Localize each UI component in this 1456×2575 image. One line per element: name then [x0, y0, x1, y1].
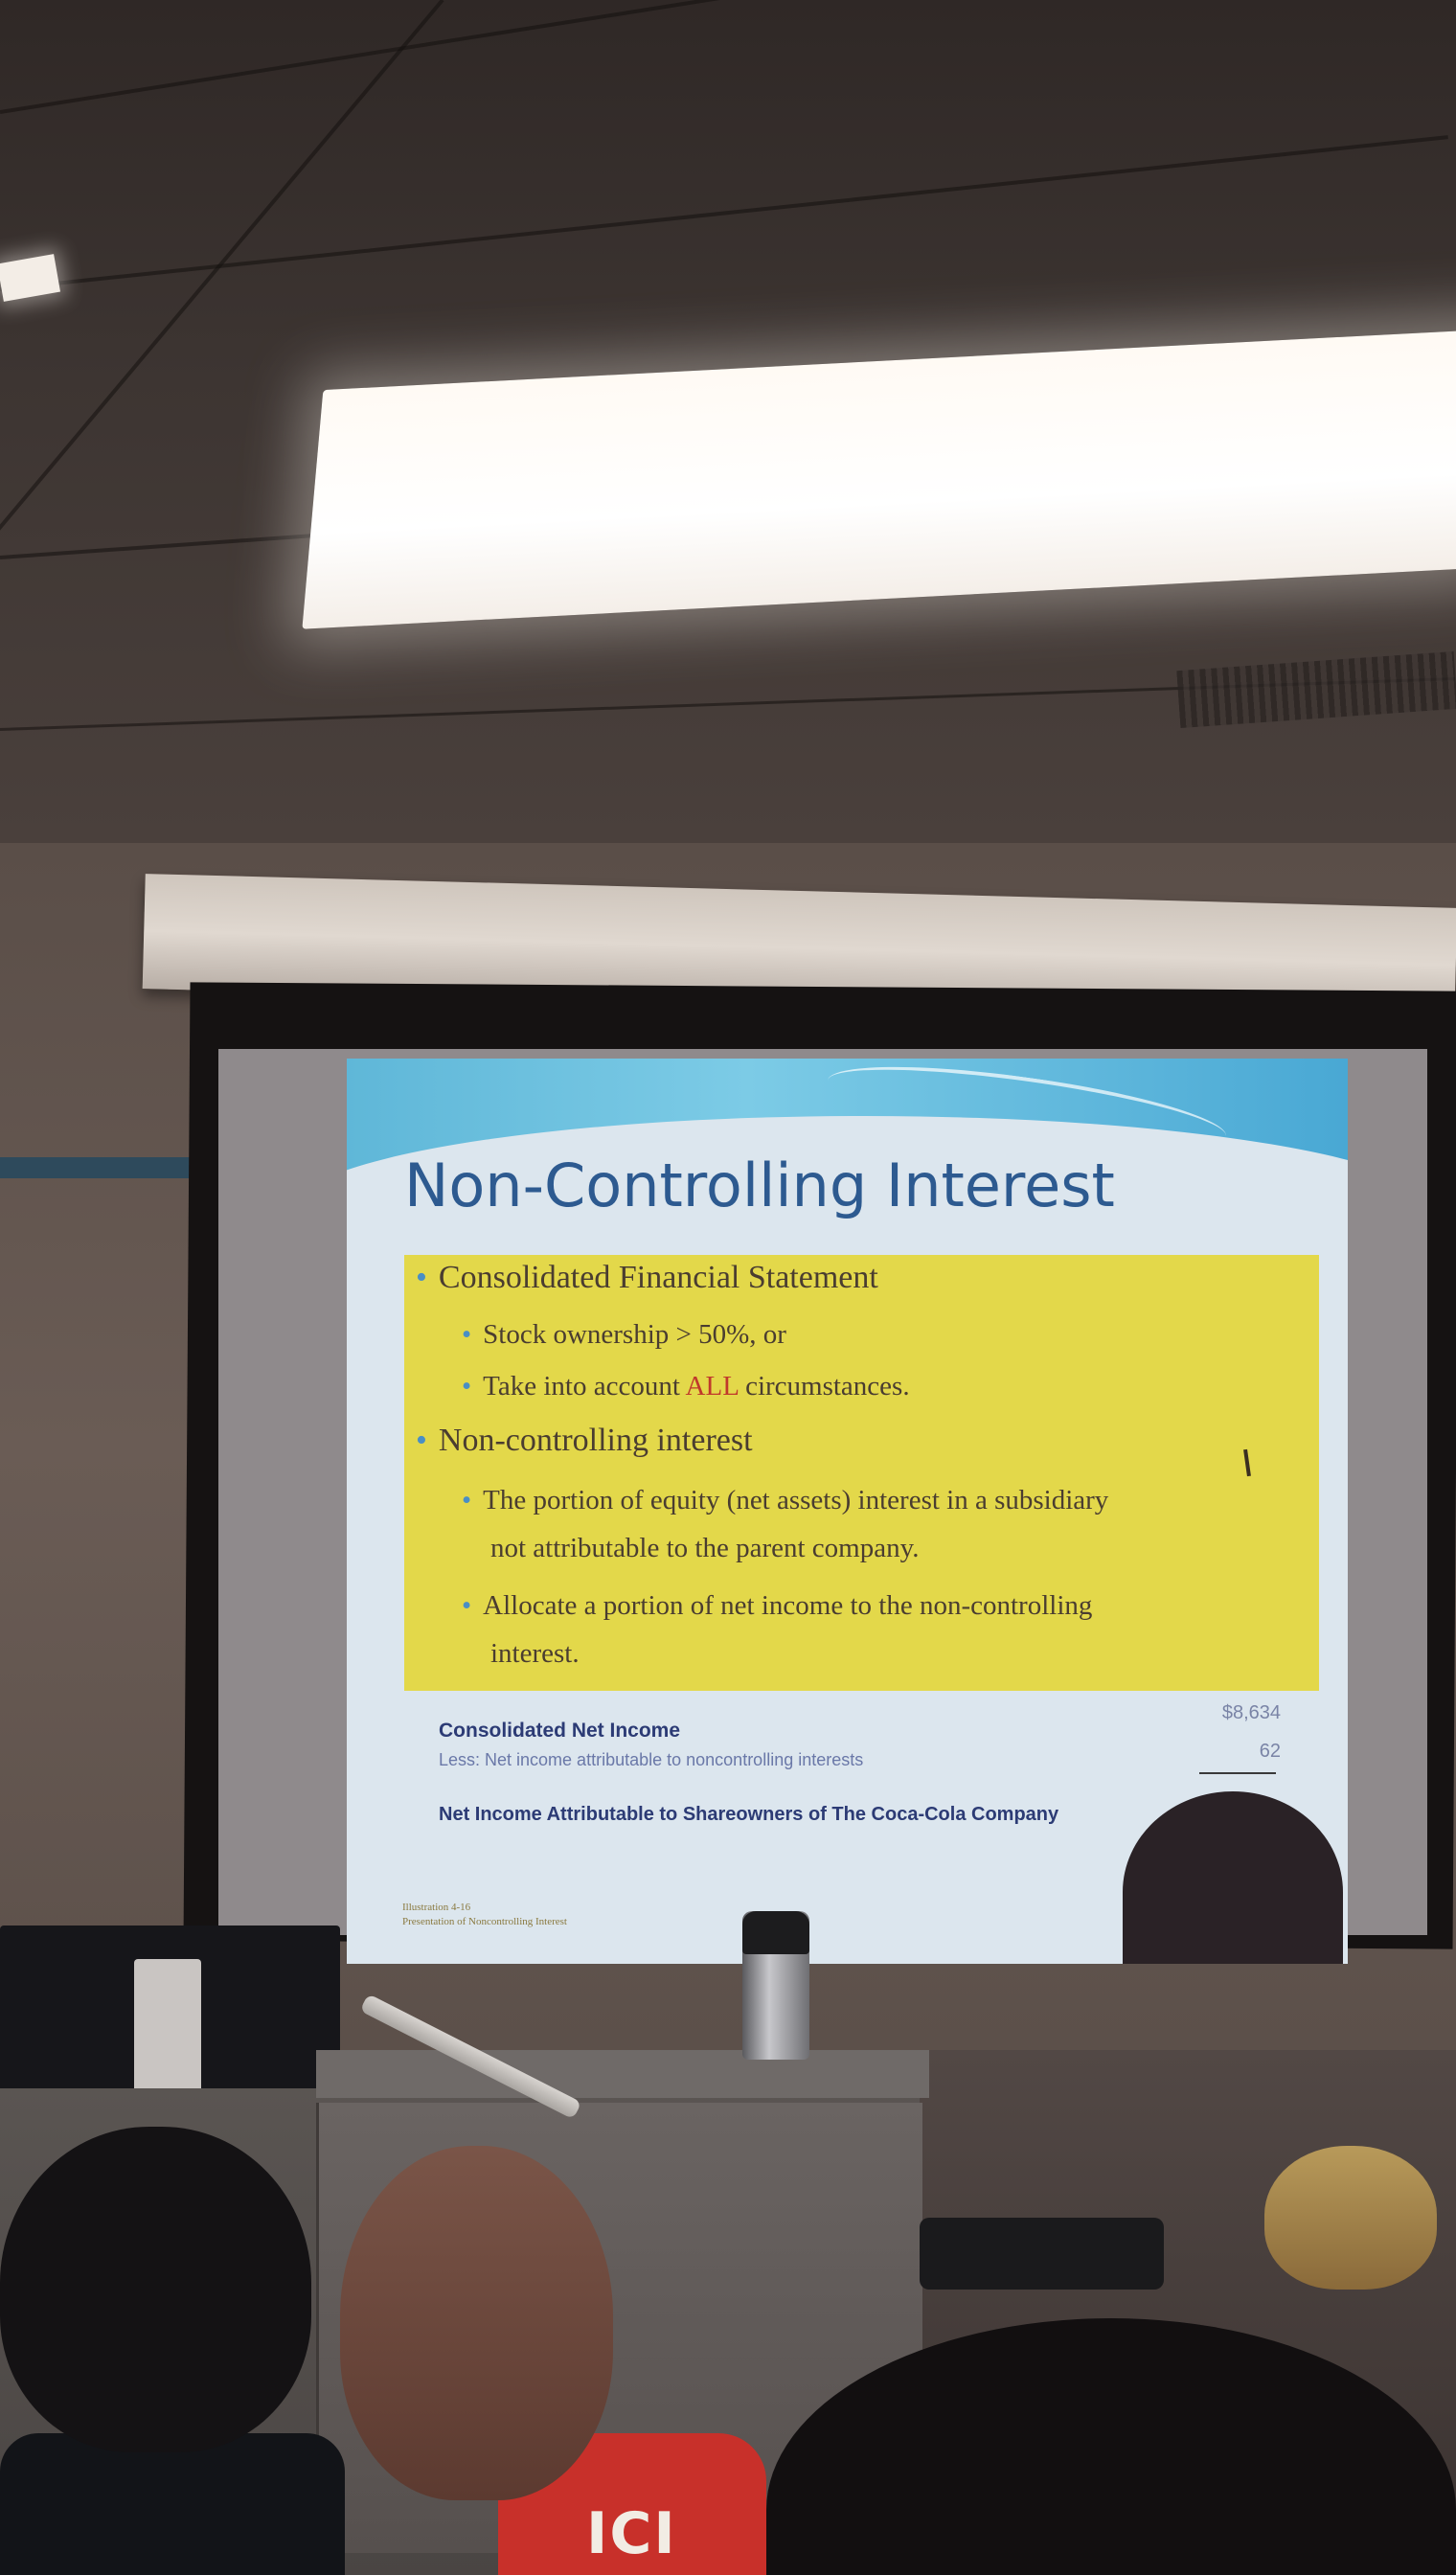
ceiling-light	[0, 254, 61, 302]
bullet-item: • Allocate a portion of net income to the…	[462, 1590, 1092, 1622]
bullet-text: Consolidated Financial Statement	[438, 1260, 878, 1295]
bullet-dot-icon: •	[462, 1590, 472, 1621]
monitor-glare	[134, 1959, 201, 2108]
bullet-text: Take into account	[483, 1371, 686, 1401]
income-row-label: Less: Net income attributable to noncont…	[439, 1750, 864, 1769]
highlight-box	[404, 1255, 1319, 1691]
bullet-text: circumstances.	[738, 1371, 910, 1401]
desk-item	[920, 2218, 1164, 2290]
ceiling-vent	[1176, 650, 1456, 729]
audience-member	[0, 2433, 345, 2575]
bullet-item: • Stock ownership > 50%, or	[462, 1319, 786, 1351]
bullet-item: • Consolidated Financial Statement	[416, 1260, 878, 1296]
income-row-label: Consolidated Net Income	[439, 1720, 681, 1742]
income-row-label: Net Income Attributable to Shareowners o…	[439, 1804, 1059, 1825]
shirt-text: ICI	[586, 2500, 677, 2567]
bullet-item: • Non-controlling interest	[416, 1423, 753, 1459]
projected-slide: Non-Controlling Interest • Consolidated F…	[347, 1059, 1348, 1964]
bullet-item: • Take into account ALL circumstances.	[462, 1371, 910, 1402]
podium-top	[316, 2050, 929, 2098]
bullet-text: interest.	[490, 1638, 580, 1669]
ceiling	[0, 0, 1456, 843]
water-bottle-cap	[742, 1911, 809, 1954]
bullet-dot-icon: •	[416, 1423, 427, 1458]
income-row-value: $8,634	[1221, 1702, 1281, 1723]
bullet-text: not attributable to the parent company.	[490, 1533, 920, 1563]
wall-stripe	[0, 1157, 192, 1178]
ceiling-light	[302, 329, 1456, 629]
audience-head	[0, 2127, 311, 2452]
audience-head	[340, 2146, 613, 2500]
slide-title: Non-Controlling Interest	[404, 1151, 1115, 1220]
bullet-dot-icon: •	[462, 1371, 472, 1401]
bullet-dot-icon: •	[462, 1485, 472, 1515]
income-row-value: 62	[1259, 1741, 1281, 1762]
ceiling-grid-line	[0, 0, 1439, 114]
total-rule	[1199, 1772, 1276, 1774]
audience-head	[1264, 2146, 1437, 2290]
bullet-text: The portion of equity (net assets) inter…	[483, 1485, 1109, 1515]
audience-head-shadow	[1123, 1791, 1343, 1964]
bullet-item: • The portion of equity (net assets) inte…	[462, 1485, 1108, 1516]
bullet-text: Allocate a portion of net income to the …	[483, 1590, 1093, 1621]
bullet-dot-icon: •	[416, 1260, 427, 1295]
bullet-continuation: not attributable to the parent company.	[490, 1533, 919, 1564]
bullet-continuation: interest.	[490, 1638, 580, 1670]
slide-caption: Presentation of Noncontrolling Interest	[402, 1916, 567, 1927]
bullet-text: Non-controlling interest	[438, 1423, 753, 1458]
bullet-accent-text: ALL	[685, 1371, 739, 1401]
bullet-text: Stock ownership > 50%, or	[483, 1319, 786, 1350]
bullet-dot-icon: •	[462, 1319, 472, 1350]
slide-caption: Illustration 4-16	[402, 1902, 471, 1913]
